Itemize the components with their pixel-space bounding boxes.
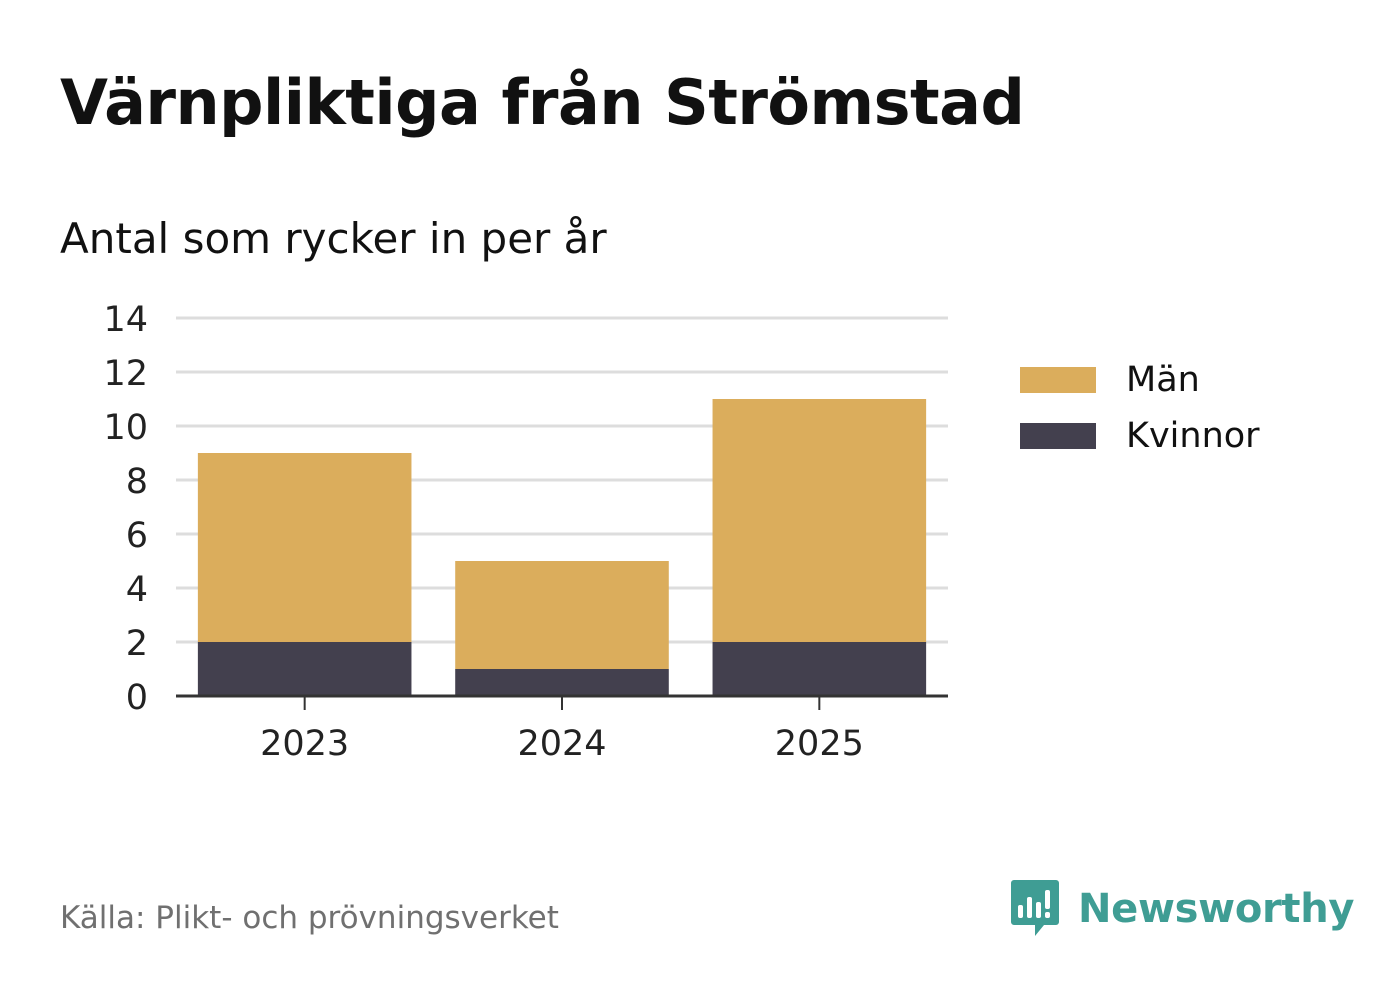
chart-legend: Män Kvinnor bbox=[1020, 352, 1260, 464]
x-tick-label: 2025 bbox=[775, 724, 864, 764]
bar-women-2024 bbox=[455, 669, 669, 696]
bar-men-2025 bbox=[712, 399, 927, 642]
x-tick-label: 2024 bbox=[517, 724, 606, 764]
y-tick-label: 6 bbox=[126, 516, 148, 556]
y-tick-label: 14 bbox=[103, 300, 148, 340]
chart-title: Värnpliktiga från Strömstad bbox=[60, 66, 1025, 139]
source-note: Källa: Plikt- och prövningsverket bbox=[60, 900, 559, 936]
y-tick-label: 12 bbox=[103, 354, 148, 394]
legend-swatch-women bbox=[1020, 423, 1096, 449]
legend-item-women: Kvinnor bbox=[1020, 408, 1260, 464]
newsworthy-logo-icon bbox=[1011, 880, 1059, 936]
bar-men-2023 bbox=[197, 453, 412, 642]
y-tick-label: 10 bbox=[103, 408, 148, 448]
legend-label-women: Kvinnor bbox=[1126, 416, 1260, 456]
x-tick-label: 2023 bbox=[260, 724, 349, 764]
chart-subtitle: Antal som rycker in per år bbox=[60, 214, 607, 263]
legend-swatch-men bbox=[1020, 367, 1096, 393]
y-tick-label: 0 bbox=[126, 678, 148, 718]
bar-men-2024 bbox=[455, 561, 669, 669]
brand-name: Newsworthy bbox=[1078, 886, 1355, 932]
bar-women-2023 bbox=[197, 642, 412, 696]
legend-label-men: Män bbox=[1126, 360, 1200, 400]
brand[interactable]: Newsworthy bbox=[1010, 878, 1355, 940]
bar-women-2025 bbox=[712, 642, 927, 696]
y-tick-label: 2 bbox=[126, 624, 148, 664]
y-tick-label: 4 bbox=[126, 570, 148, 610]
legend-item-men: Män bbox=[1020, 352, 1260, 408]
y-tick-label: 8 bbox=[126, 462, 148, 502]
